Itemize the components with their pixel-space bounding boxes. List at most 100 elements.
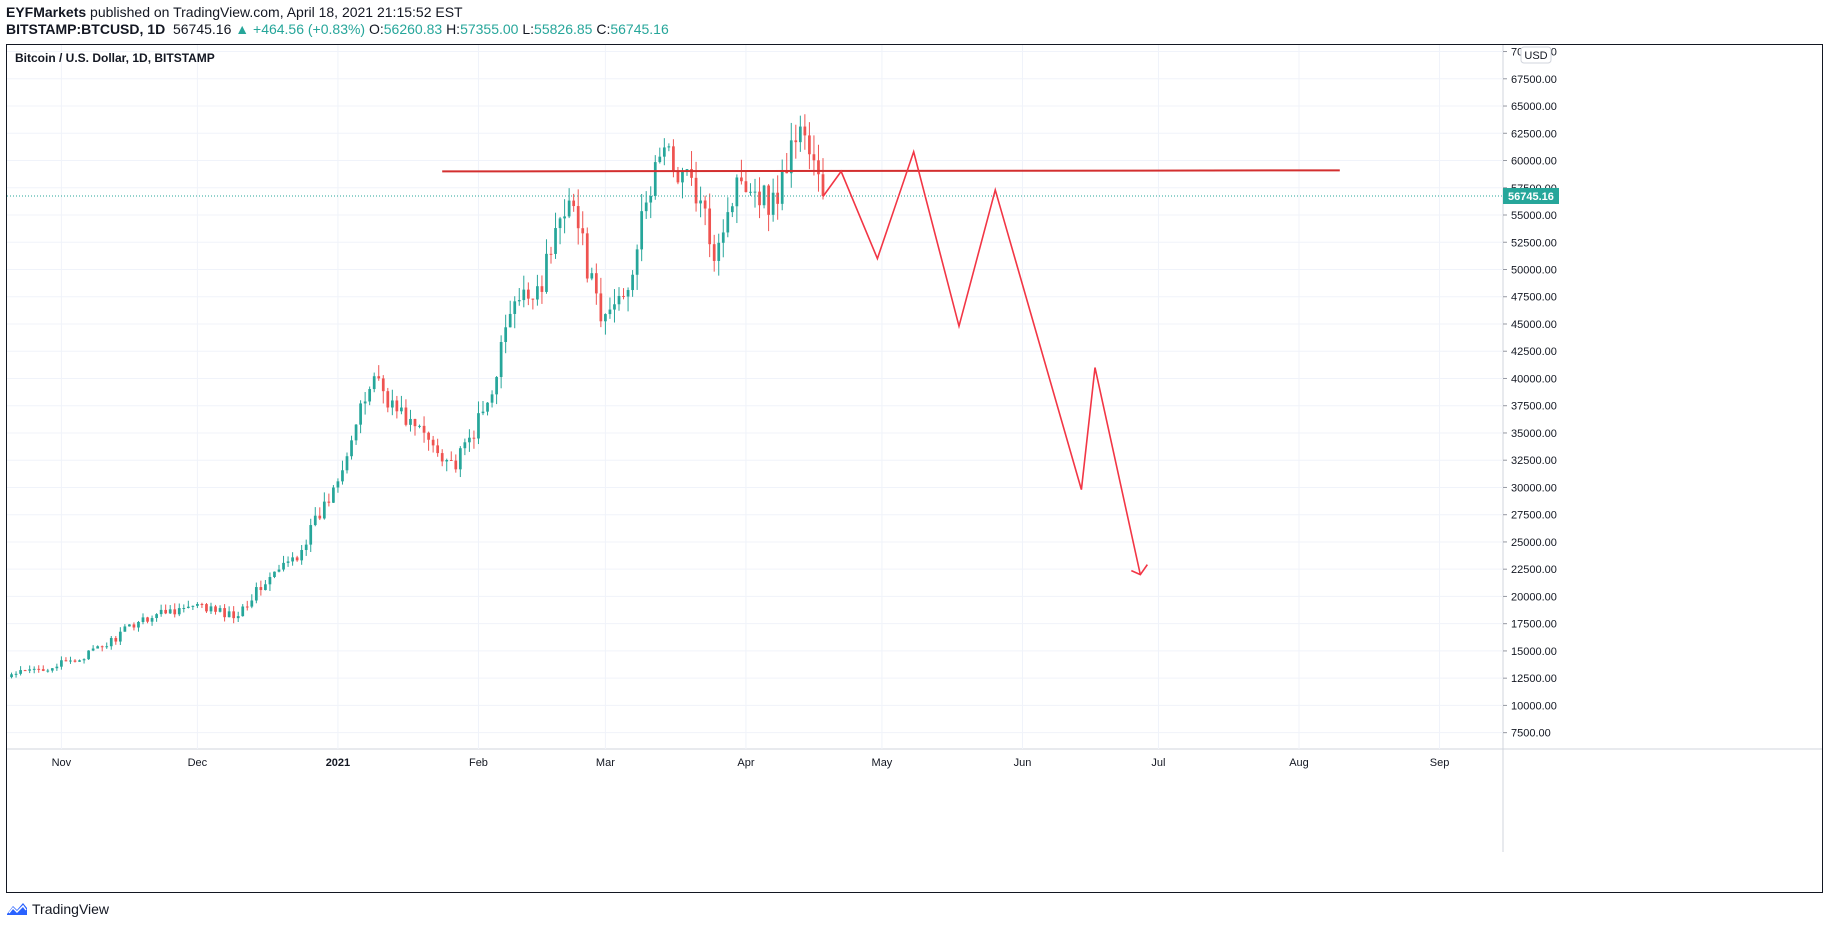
candle-body xyxy=(109,637,113,647)
brand-name[interactable]: TradingView xyxy=(32,901,110,917)
candle-body xyxy=(168,609,172,614)
candle-body xyxy=(608,309,612,315)
annotations[interactable] xyxy=(7,149,1503,576)
last-price-label: 56745.16 xyxy=(1508,191,1554,203)
candle-body xyxy=(458,448,462,470)
candle-body xyxy=(200,603,204,605)
price-change: ▲ +464.56 (+0.83%) xyxy=(235,21,366,37)
ohlc-line: BITSTAMP:BTCUSD, 1D 56745.16 ▲ +464.56 (… xyxy=(6,21,669,37)
published-line: EYFMarkets published on TradingView.com,… xyxy=(6,4,463,20)
candle-body xyxy=(477,413,480,439)
candle-body xyxy=(332,487,335,503)
candle-body xyxy=(19,670,22,674)
x-tick-label: May xyxy=(872,757,893,769)
candle-body xyxy=(282,562,285,570)
x-tick-label: Aug xyxy=(1289,757,1309,769)
candle-body xyxy=(137,621,140,628)
candle-body xyxy=(341,470,344,482)
candle-body xyxy=(572,200,576,207)
candle-body xyxy=(789,140,793,174)
currency-button[interactable]: USD xyxy=(1520,46,1552,64)
x-tick-label: Apr xyxy=(737,757,754,769)
price-axis[interactable]: 7500.00 10000.00 12500.00 15000.00 17500.00 2… xyxy=(1503,46,1559,740)
chart-title: Bitcoin / U.S. Dollar, 1D, BITSTAMP xyxy=(15,51,215,65)
candle-body xyxy=(599,293,603,322)
y-tick-label: 22500.00 xyxy=(1511,564,1557,576)
chart-frame[interactable]: 7500.00 10000.00 12500.00 15000.00 17500.00 2… xyxy=(6,44,1823,893)
candle-body xyxy=(390,400,394,408)
candle-body xyxy=(28,669,32,671)
candle-body xyxy=(445,459,449,462)
candle-body xyxy=(508,313,512,328)
resistance-line[interactable] xyxy=(442,169,1340,173)
candle-body xyxy=(182,608,186,610)
candle-body xyxy=(141,617,145,622)
y-tick-label: 25000.00 xyxy=(1511,537,1557,549)
candle-body xyxy=(440,453,444,462)
candle-body xyxy=(286,561,290,563)
candle-body xyxy=(526,289,530,299)
y-tick-label: 20000.00 xyxy=(1511,591,1557,603)
y-tick-label: 60000.00 xyxy=(1511,156,1557,168)
candle-body xyxy=(531,298,535,300)
candle-body xyxy=(118,631,122,642)
candle-body xyxy=(540,286,544,292)
currency-badge[interactable] xyxy=(1520,46,1552,64)
candle-body xyxy=(273,571,276,578)
y-tick-label: 7500.00 xyxy=(1511,728,1551,740)
candle-body xyxy=(78,660,81,662)
candle-body xyxy=(486,402,489,412)
candle-body xyxy=(817,160,820,175)
candle-body xyxy=(377,376,381,379)
currency-label[interactable]: USD xyxy=(1524,50,1547,62)
candle-body xyxy=(155,614,158,619)
candle-body xyxy=(327,501,331,503)
candle-body xyxy=(128,624,131,627)
candle-body xyxy=(690,169,693,178)
candle-body xyxy=(164,609,168,614)
candle-body xyxy=(726,212,730,233)
candle-body xyxy=(381,378,385,392)
candle-body xyxy=(549,253,553,255)
candle-body xyxy=(676,171,680,183)
candle-body xyxy=(196,603,199,606)
candle-body xyxy=(558,218,562,229)
candle-body xyxy=(123,626,127,632)
last-price-badge xyxy=(1503,187,1559,204)
candle-body xyxy=(227,611,231,618)
candle-body xyxy=(418,425,421,427)
footer: TradingView xyxy=(6,901,109,917)
candle-body xyxy=(395,400,399,412)
candle-body xyxy=(545,253,548,292)
price-chart[interactable]: 7500.00 10000.00 12500.00 15000.00 17500.00 2… xyxy=(7,45,1822,892)
candle-body xyxy=(662,147,666,157)
candle-body xyxy=(177,608,181,615)
y-tick-label: 32500.00 xyxy=(1511,455,1557,467)
candle-body xyxy=(132,624,136,628)
candle-body xyxy=(41,669,45,671)
candle-body xyxy=(150,618,154,622)
candle-body xyxy=(563,216,566,219)
candle-body xyxy=(504,327,508,343)
candle-body xyxy=(277,569,281,572)
candle-body xyxy=(404,407,408,425)
candle-body xyxy=(236,616,240,619)
candle-body xyxy=(803,126,807,136)
x-tick-label: Feb xyxy=(469,757,488,769)
candle-body xyxy=(159,609,163,615)
candle-body xyxy=(585,233,589,279)
low-value: 55826.85 xyxy=(534,21,593,37)
symbol-label: BITSTAMP:BTCUSD, 1D xyxy=(6,21,166,37)
projection-arrowhead[interactable] xyxy=(1131,564,1148,576)
candle-body xyxy=(400,407,403,412)
published-text: published on TradingView.com, April 18, … xyxy=(90,4,463,20)
y-tick-label: 17500.00 xyxy=(1511,619,1557,631)
time-axis[interactable]: Nov Dec 2021 Feb Mar Apr May Jun Jul Aug Sep xyxy=(52,757,1450,769)
projection-path[interactable] xyxy=(822,149,1142,575)
publisher-name[interactable]: EYFMarkets xyxy=(6,4,87,20)
candle-body xyxy=(431,439,435,446)
candle-body xyxy=(703,200,707,209)
candle-body xyxy=(463,442,467,449)
candle-body xyxy=(173,609,177,615)
y-tick-label: 15000.00 xyxy=(1511,646,1557,658)
